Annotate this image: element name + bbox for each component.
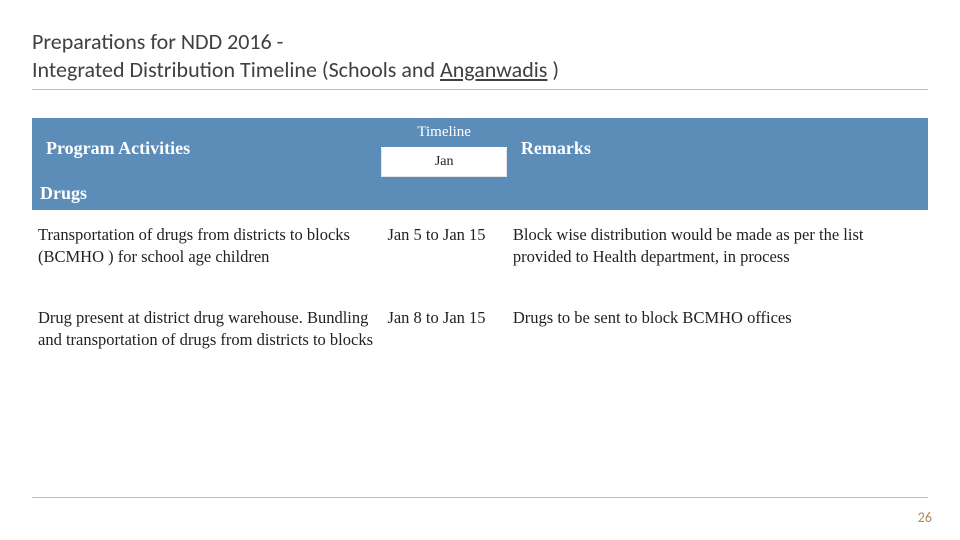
cell-timeline: Jan 8 to Jan 15 — [381, 293, 506, 376]
table-row: Transportation of drugs from districts t… — [32, 210, 928, 293]
title-line2b: Anganwadis — [440, 56, 547, 83]
header-remarks: Remarks — [507, 118, 928, 177]
title-line2a: Integrated Distribution Timeline (School… — [32, 56, 440, 83]
cell-remarks: Block wise distribution would be made as… — [507, 210, 928, 293]
cell-activity: Drug present at district drug warehouse.… — [32, 293, 381, 376]
page-number: 26 — [918, 509, 932, 526]
section-row-drugs: Drugs — [32, 177, 928, 210]
slide-title: Preparations for NDD 2016 - Integrated D… — [32, 28, 928, 83]
timeline-table: Program Activities Timeline Jan Remarks … — [32, 118, 928, 375]
header-timeline: Timeline — [381, 118, 506, 148]
cell-timeline: Jan 5 to Jan 15 — [381, 210, 506, 293]
section-label-drugs: Drugs — [32, 177, 928, 210]
table-row: Drug present at district drug warehouse.… — [32, 293, 928, 376]
bottom-divider — [32, 497, 928, 498]
table-header-row: Program Activities Timeline Jan Remarks — [32, 118, 928, 177]
title-line2c: ) — [547, 56, 559, 83]
header-activities: Program Activities — [32, 118, 381, 177]
header-timeline-cell: Timeline Jan — [381, 118, 506, 177]
cell-remarks: Drugs to be sent to block BCMHO offices — [507, 293, 928, 376]
title-line1: Preparations for NDD 2016 - — [32, 28, 283, 55]
header-jan: Jan — [381, 148, 506, 177]
slide: Preparations for NDD 2016 - Integrated D… — [0, 0, 960, 540]
title-divider — [32, 89, 928, 90]
cell-activity: Transportation of drugs from districts t… — [32, 210, 381, 293]
